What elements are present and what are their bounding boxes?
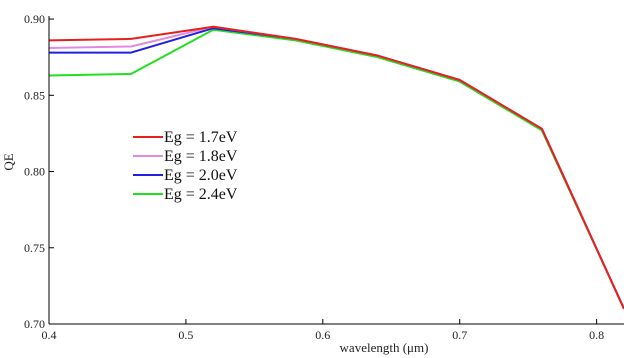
y-tick-label: 0.75 [24,241,45,255]
x-tick-label: 0.8 [589,328,604,342]
legend: Eg = 1.7eV Eg = 1.8eV Eg = 2.0eV Eg = 2.4eV [133,129,238,203]
x-tick-label: 0.5 [178,328,193,342]
y-tick-label: 0.70 [24,317,45,331]
y-tick-label: 0.85 [24,88,45,102]
series-line [48,28,624,310]
plot-area [48,25,624,310]
y-axis-label: QE [1,153,16,170]
y-tick-label: 0.90 [24,12,45,26]
x-tick-label: 0.4 [42,328,57,342]
y-tick-label: 0.80 [24,165,45,179]
legend-label: Eg = 1.7eV [164,129,238,146]
series-line [48,25,624,310]
legend-label: Eg = 2.4eV [164,186,238,203]
legend-label: Eg = 2.0eV [164,167,238,184]
series-line [49,27,624,310]
x-tick-label: 0.7 [452,328,467,342]
x-tick-label: 0.6 [315,328,330,342]
y-ticks: 0.70 0.75 0.80 0.85 0.90 [24,12,54,331]
legend-label: Eg = 1.8eV [164,148,238,165]
x-axis-label: wavelength (μm) [340,340,429,355]
x-ticks: 0.4 0.5 0.6 0.7 0.8 [42,319,604,342]
series-line [48,25,624,310]
